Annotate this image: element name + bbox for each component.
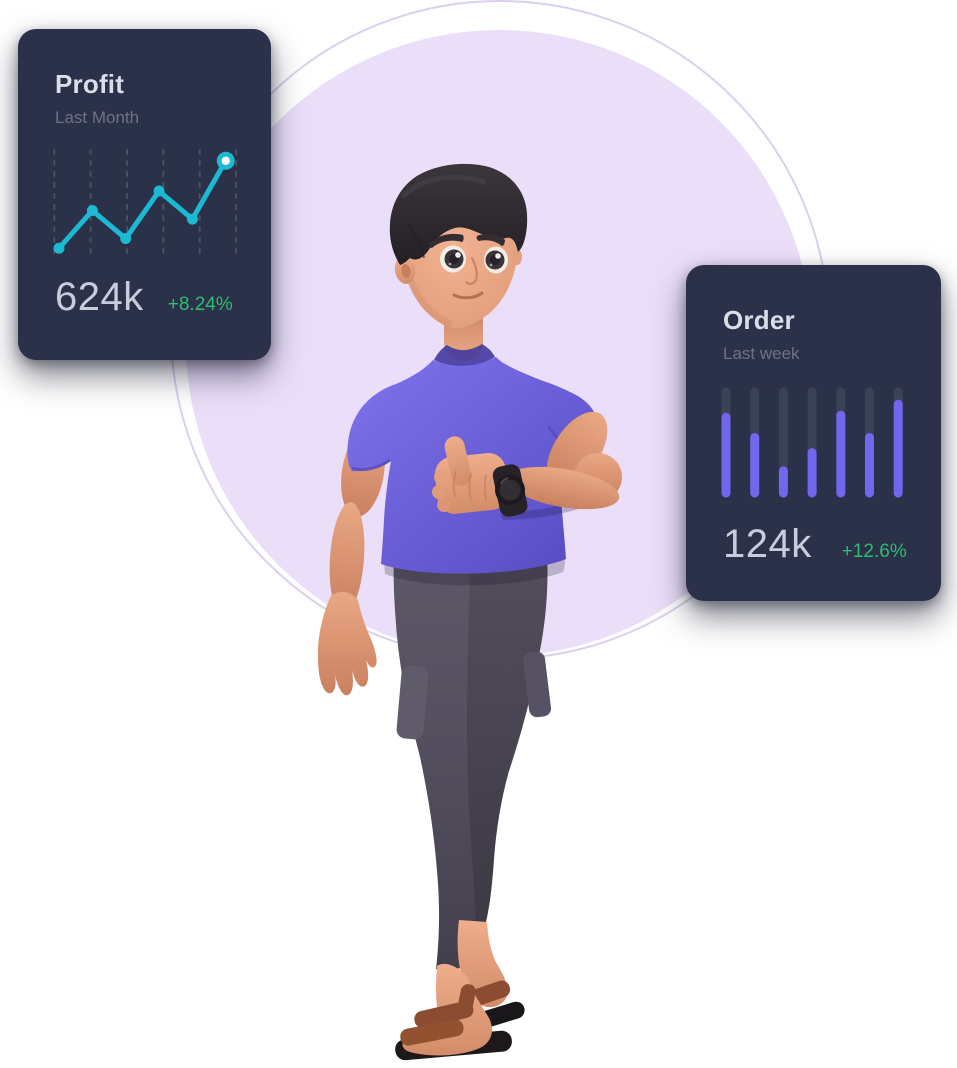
- profit-card-subtitle: Last Month: [55, 108, 140, 127]
- left-sleeve-hem: [351, 458, 391, 472]
- shirt-collar: [434, 344, 495, 366]
- character-head: [389, 163, 528, 329]
- right-eyebrow: [476, 233, 505, 246]
- order-stat-card: Order Last week 124k +12.6%: [686, 265, 941, 601]
- character-thumb: [444, 436, 472, 486]
- character-inner-ear: [401, 264, 411, 278]
- character-front-foot: [395, 963, 512, 1061]
- character-left-hand: [317, 591, 377, 696]
- profit-value-row: 624k +8.24%: [55, 275, 233, 320]
- character-mouth: [452, 291, 484, 300]
- profit-card-title: Profit: [55, 69, 125, 99]
- hair-highlight: [401, 174, 487, 199]
- order-bar-chart: [721, 387, 903, 498]
- hair-fold: [407, 223, 425, 259]
- shirt-hem-shadow: [384, 559, 565, 586]
- profit-value: 624k: [55, 275, 144, 319]
- sandal-strap-mid: [414, 1001, 474, 1028]
- order-change-badge: +12.6%: [841, 541, 907, 562]
- knuckle-lines: [452, 469, 487, 502]
- character-right-ear: [512, 249, 522, 265]
- character-hair: [389, 163, 528, 265]
- cargo-pocket-right: [523, 651, 552, 718]
- order-value-row: 124k +12.6%: [723, 522, 907, 567]
- cargo-pocket-left: [396, 665, 429, 740]
- watch-highlight: [500, 477, 509, 485]
- profit-change-badge: +8.24%: [167, 294, 233, 315]
- character-nose: [464, 256, 478, 285]
- character-right-leg: [453, 550, 548, 926]
- order-value: 124k: [723, 522, 812, 566]
- character-left-leg: [393, 552, 477, 969]
- character-pants: [393, 550, 552, 969]
- character-right-arm-thumbs-up: [432, 411, 622, 517]
- order-card-title: Order: [723, 305, 795, 335]
- left-eyebrow: [429, 233, 464, 248]
- profit-line-chart: [53, 149, 238, 259]
- character-illustration: [317, 163, 622, 1061]
- sandal-strap-toe: [400, 1019, 464, 1046]
- order-card-subtitle: Last week: [723, 344, 800, 363]
- background-circle: [186, 30, 812, 656]
- profit-stat-card: Profit Last Month 624k +8.24%: [18, 29, 271, 360]
